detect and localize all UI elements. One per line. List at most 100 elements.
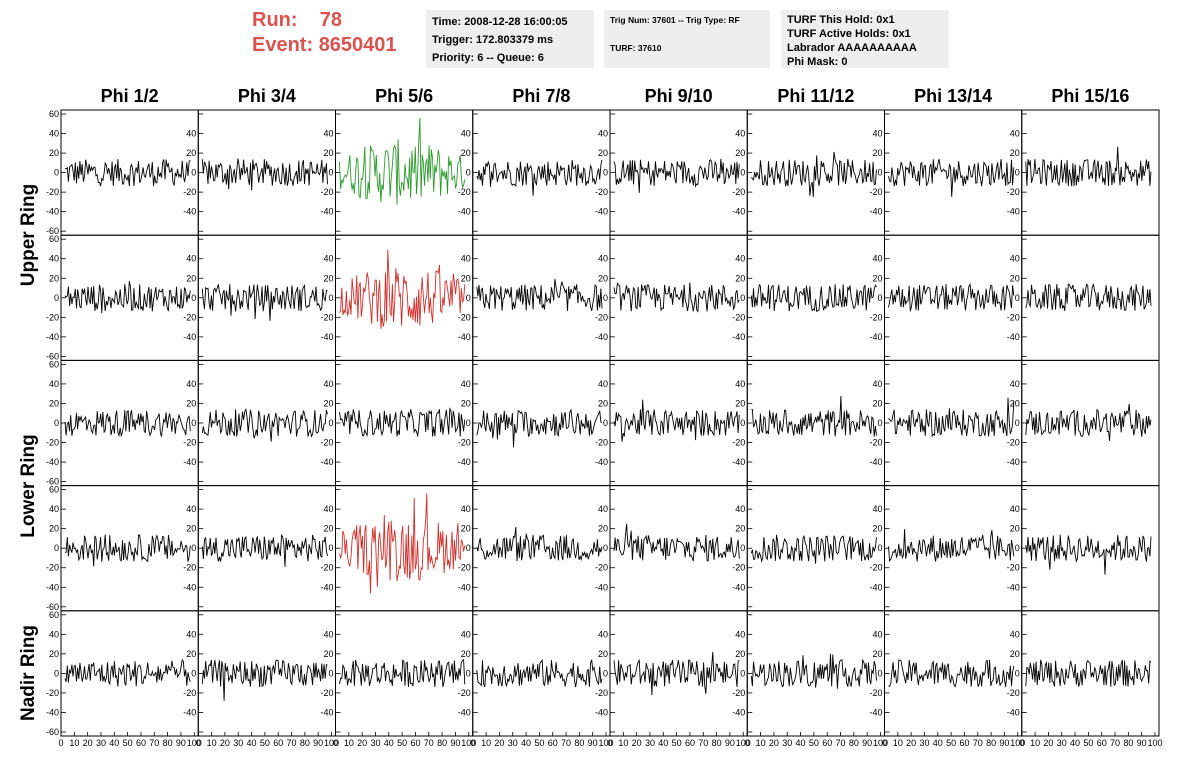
column-header: Phi 11/12: [777, 86, 855, 106]
y-tick-label: 40: [735, 379, 745, 389]
y-tick-label: -40: [183, 207, 196, 217]
y-tick-label: -40: [869, 207, 882, 217]
column-header: Phi 13/14: [914, 86, 993, 106]
y-tick-label: 20: [186, 148, 196, 158]
waveform-trace: [1025, 146, 1152, 187]
x-tick-label: 60: [548, 738, 558, 748]
y-tick-label: 20: [1010, 524, 1020, 534]
x-tick-label: 70: [287, 738, 297, 748]
x-tick-label: 60: [410, 738, 420, 748]
y-tick-label: 40: [735, 254, 745, 264]
time-text: Time: 2008-12-28 16:00:05: [432, 16, 568, 28]
y-tick-label: 0: [603, 293, 608, 303]
x-tick-label: 0: [882, 738, 887, 748]
turf-info-panel: TURF This Hold: 0x1 TURF Active Holds: 0…: [781, 10, 949, 68]
waveform-trace: [64, 409, 191, 438]
y-tick-label: 40: [323, 254, 333, 264]
waveform-trace: [888, 397, 1015, 438]
y-tick-label: 40: [598, 504, 608, 514]
waveform-panel: 40 20 0 -20 -40: [732, 109, 885, 236]
waveform-trace: [613, 281, 740, 313]
y-tick-label: 40: [872, 254, 882, 264]
y-tick-label: -40: [183, 457, 196, 467]
x-tick-label: 10: [344, 738, 354, 748]
y-tick-label: 40: [1010, 129, 1020, 139]
waveform-panel: 40 20 0 -20 -40: [869, 109, 1023, 236]
y-tick-label: -20: [46, 312, 59, 322]
y-tick-label: -20: [732, 312, 745, 322]
y-tick-label: -20: [458, 438, 471, 448]
turf-this-hold-text: TURF This Hold: 0x1: [787, 14, 895, 26]
x-tick-label: 80: [712, 738, 722, 748]
waveform-panel: 40 20 0 -20 -40: [732, 485, 885, 612]
y-tick-label: 0: [1015, 418, 1020, 428]
x-tick-label: 50: [1083, 738, 1093, 748]
y-tick-label: 20: [735, 649, 745, 659]
x-tick-label: 20: [83, 738, 93, 748]
x-tick-label: 80: [163, 738, 173, 748]
y-tick-label: 40: [49, 629, 59, 639]
x-tick-label: 0: [333, 738, 338, 748]
x-tick-label: 70: [836, 738, 846, 748]
y-tick-label: 20: [49, 273, 59, 283]
event-value: 8650401: [318, 34, 397, 56]
y-tick-label: 0: [328, 543, 333, 553]
y-tick-label: -40: [320, 582, 333, 592]
y-tick-label: 0: [740, 293, 745, 303]
y-tick-label: 20: [1010, 649, 1020, 659]
turf-num-text: TURF: 37610: [610, 43, 662, 53]
y-tick-label: 20: [872, 273, 882, 283]
y-tick-label: -40: [732, 582, 745, 592]
waveform-panel: 40 20 0 -20 -40: [183, 234, 336, 361]
y-tick-label: 60: [49, 109, 59, 119]
waveform-trace: [1025, 403, 1152, 441]
waveform-panel: 40 20 0 -20 -40: [183, 485, 336, 612]
trig-info-panel: Trig Num: 37601 -- Trig Type: RF TURF: 3…: [604, 10, 770, 68]
y-tick-label: -40: [320, 707, 333, 717]
y-tick-label: -60: [46, 351, 59, 361]
y-tick-label: -20: [46, 563, 59, 573]
event-row: Event: 8650401: [252, 33, 397, 58]
panel-frame: [335, 485, 474, 612]
trig-num-text: Trig Num: 37601 -- Trig Type: RF: [610, 15, 740, 25]
waveform-trace: [476, 658, 603, 688]
panel-frame: [335, 109, 474, 236]
x-tick-label: 40: [521, 738, 531, 748]
y-tick-label: 40: [1010, 629, 1020, 639]
y-tick-label: 0: [328, 418, 333, 428]
waveform-trace: [613, 399, 740, 442]
x-tick-label: 100: [1010, 738, 1025, 748]
x-tick-label: 30: [645, 738, 655, 748]
y-tick-label: 0: [877, 668, 882, 678]
waveform-trace: [613, 523, 740, 562]
waveform-trace: [339, 249, 466, 329]
y-tick-label: -20: [183, 312, 196, 322]
phi-mask-text: Phi Mask: 0: [787, 56, 848, 68]
y-tick-label: 20: [323, 524, 333, 534]
y-tick-label: -20: [183, 438, 196, 448]
y-tick-label: 40: [186, 504, 196, 514]
x-tick-label: 90: [725, 738, 735, 748]
x-tick-label: 80: [986, 738, 996, 748]
y-tick-label: 0: [877, 168, 882, 178]
y-tick-label: -40: [1007, 707, 1020, 717]
y-tick-label: 0: [191, 168, 196, 178]
y-tick-label: 0: [328, 293, 333, 303]
y-tick-label: 40: [49, 379, 59, 389]
waveform-trace: [476, 278, 603, 312]
y-tick-label: 0: [740, 668, 745, 678]
y-tick-label: -40: [458, 457, 471, 467]
x-tick-label: 80: [1123, 738, 1133, 748]
x-tick-label: 80: [300, 738, 310, 748]
y-tick-label: 0: [191, 543, 196, 553]
y-tick-label: 20: [461, 649, 471, 659]
x-tick-label: 40: [247, 738, 257, 748]
y-tick-label: 0: [740, 418, 745, 428]
waveform-trace: [339, 407, 466, 438]
y-tick-label: 40: [735, 129, 745, 139]
x-tick-label: 20: [220, 738, 230, 748]
x-tick-label: 0: [607, 738, 612, 748]
